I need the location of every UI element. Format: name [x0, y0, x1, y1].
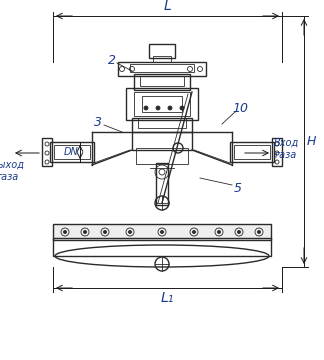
Circle shape — [237, 230, 240, 234]
Bar — [230, 142, 274, 162]
Circle shape — [103, 230, 107, 234]
Bar — [142, 96, 182, 112]
Text: H: H — [307, 135, 316, 148]
Bar — [272, 138, 282, 166]
Bar — [132, 132, 192, 150]
Bar — [140, 76, 184, 86]
Text: DN: DN — [63, 147, 78, 157]
Text: 2: 2 — [108, 54, 116, 67]
Bar — [153, 56, 171, 62]
Circle shape — [64, 230, 66, 234]
Bar — [156, 163, 168, 205]
Bar — [134, 92, 190, 116]
Circle shape — [258, 230, 260, 234]
Circle shape — [144, 106, 148, 110]
Bar — [42, 138, 52, 166]
Text: 10: 10 — [232, 102, 248, 114]
Bar — [54, 145, 90, 159]
Text: L₁: L₁ — [161, 291, 174, 305]
Bar — [50, 142, 94, 162]
Bar — [138, 118, 186, 128]
Circle shape — [84, 230, 87, 234]
Bar — [134, 74, 190, 90]
Circle shape — [160, 230, 164, 234]
Text: 3: 3 — [94, 116, 102, 129]
Text: Вход
газа: Вход газа — [273, 138, 299, 159]
Circle shape — [180, 106, 184, 110]
Text: L: L — [164, 0, 171, 13]
Circle shape — [156, 106, 160, 110]
Circle shape — [217, 230, 221, 234]
Bar — [53, 224, 271, 240]
Circle shape — [168, 106, 172, 110]
Bar — [149, 44, 175, 58]
Bar — [53, 238, 271, 256]
Bar — [136, 148, 188, 164]
Bar — [132, 118, 192, 132]
Bar — [118, 62, 206, 76]
Bar — [130, 64, 194, 72]
Bar — [234, 145, 270, 159]
Text: Выход
газа: Выход газа — [0, 160, 25, 181]
Bar — [126, 88, 198, 120]
Circle shape — [129, 230, 132, 234]
Circle shape — [192, 230, 195, 234]
Text: 5: 5 — [234, 181, 242, 194]
